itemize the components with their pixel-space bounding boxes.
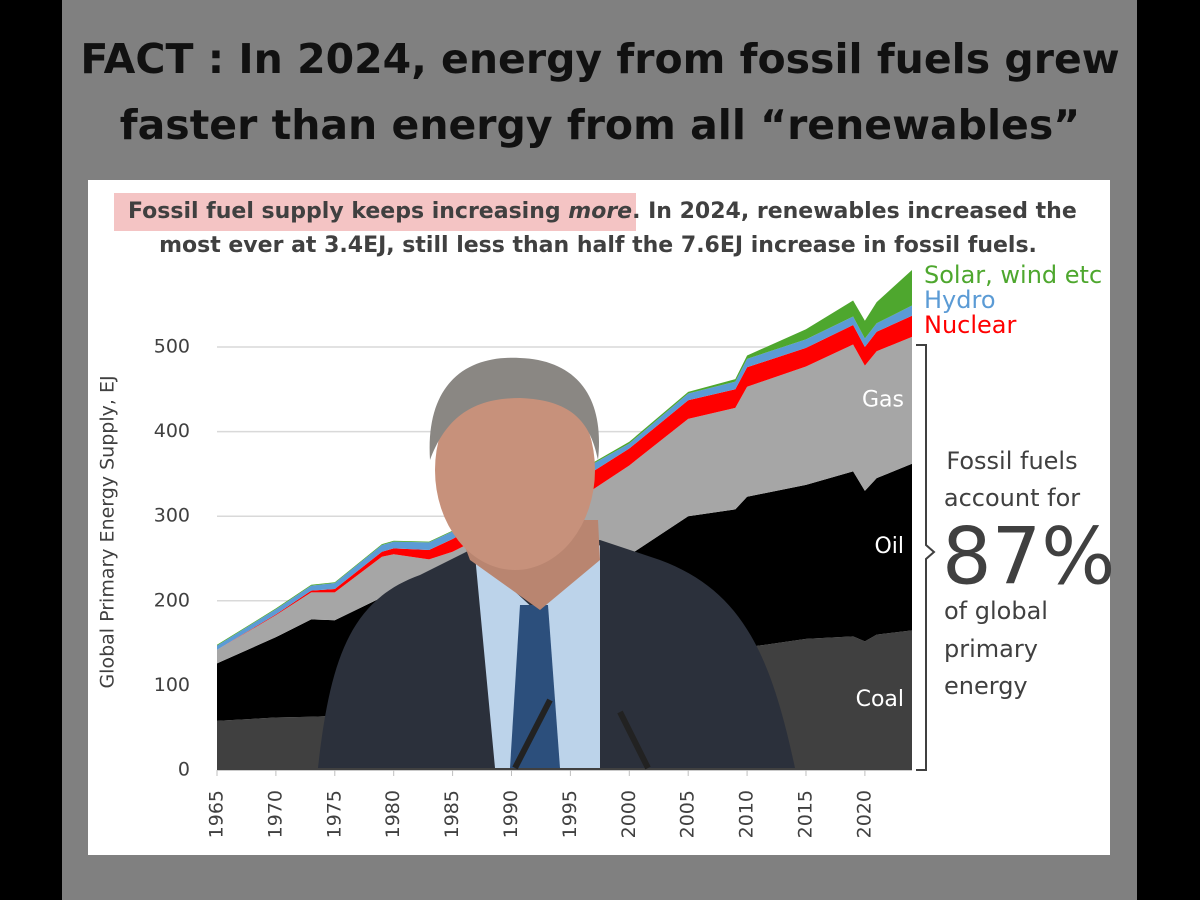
area bbox=[217, 315, 912, 650]
area bbox=[217, 270, 912, 646]
annotation-text: primary bbox=[944, 635, 1038, 663]
annotation-text: account for bbox=[944, 484, 1080, 512]
x-tick-label: 1965 bbox=[206, 790, 228, 838]
x-tick-label: 1995 bbox=[559, 790, 581, 838]
annotation-big: 87% bbox=[942, 512, 1115, 602]
y-tick-label: 300 bbox=[154, 505, 190, 527]
highlight bbox=[114, 193, 636, 231]
x-tick-label: 2000 bbox=[618, 790, 640, 838]
y-axis-label: Global Primary Energy Supply, EJ bbox=[97, 375, 119, 688]
subtitle-part: . bbox=[632, 199, 640, 224]
x-tick-label: 2005 bbox=[677, 790, 699, 838]
subtitle-part: In 2024, renewables increased the bbox=[640, 199, 1076, 224]
x-tick-label: 2020 bbox=[853, 790, 875, 838]
x-tick-label: 2010 bbox=[736, 790, 758, 838]
bracket bbox=[916, 344, 936, 771]
headline: FACT : In 2024, energy from fossil fuels… bbox=[80, 35, 1119, 83]
annotation-text: energy bbox=[944, 672, 1028, 700]
series-label: Oil bbox=[874, 534, 904, 559]
legend-label: Hydro bbox=[924, 286, 996, 314]
subtitle: Fossil fuel supply keeps increasing more… bbox=[128, 199, 1077, 224]
area bbox=[217, 336, 912, 664]
x-tick-label: 1985 bbox=[441, 790, 463, 838]
headline: faster than energy from all “renewables” bbox=[120, 101, 1080, 149]
y-tick-label: 500 bbox=[154, 336, 190, 358]
annotation-text: of global bbox=[944, 597, 1048, 625]
y-tick-label: 200 bbox=[154, 589, 190, 611]
x-tick-label: 1975 bbox=[323, 790, 345, 838]
annotation: Fossil fuels account for 87% of global p… bbox=[942, 447, 1115, 700]
subtitle: most ever at 3.4EJ, still less than half… bbox=[159, 233, 1037, 258]
subtitle-part: more bbox=[568, 199, 632, 224]
series-label: Coal bbox=[856, 687, 904, 712]
y-tick-label: 400 bbox=[154, 420, 190, 442]
y-tick-label: 0 bbox=[178, 759, 190, 781]
x-tick-label: 2015 bbox=[794, 790, 816, 838]
x-tick-label: 1970 bbox=[264, 790, 286, 838]
y-tick-label: 100 bbox=[154, 674, 190, 696]
x-tick-label: 1990 bbox=[500, 790, 522, 838]
speaker-photo bbox=[318, 357, 795, 770]
legend-label: Nuclear bbox=[924, 311, 1017, 339]
x-tick-label: 1980 bbox=[382, 790, 404, 838]
series-label: Gas bbox=[862, 387, 904, 412]
annotation-text: Fossil fuels bbox=[946, 447, 1077, 475]
legend-label: Solar, wind etc bbox=[924, 261, 1102, 289]
subtitle-part: Fossil fuel supply keeps increasing bbox=[128, 199, 568, 224]
